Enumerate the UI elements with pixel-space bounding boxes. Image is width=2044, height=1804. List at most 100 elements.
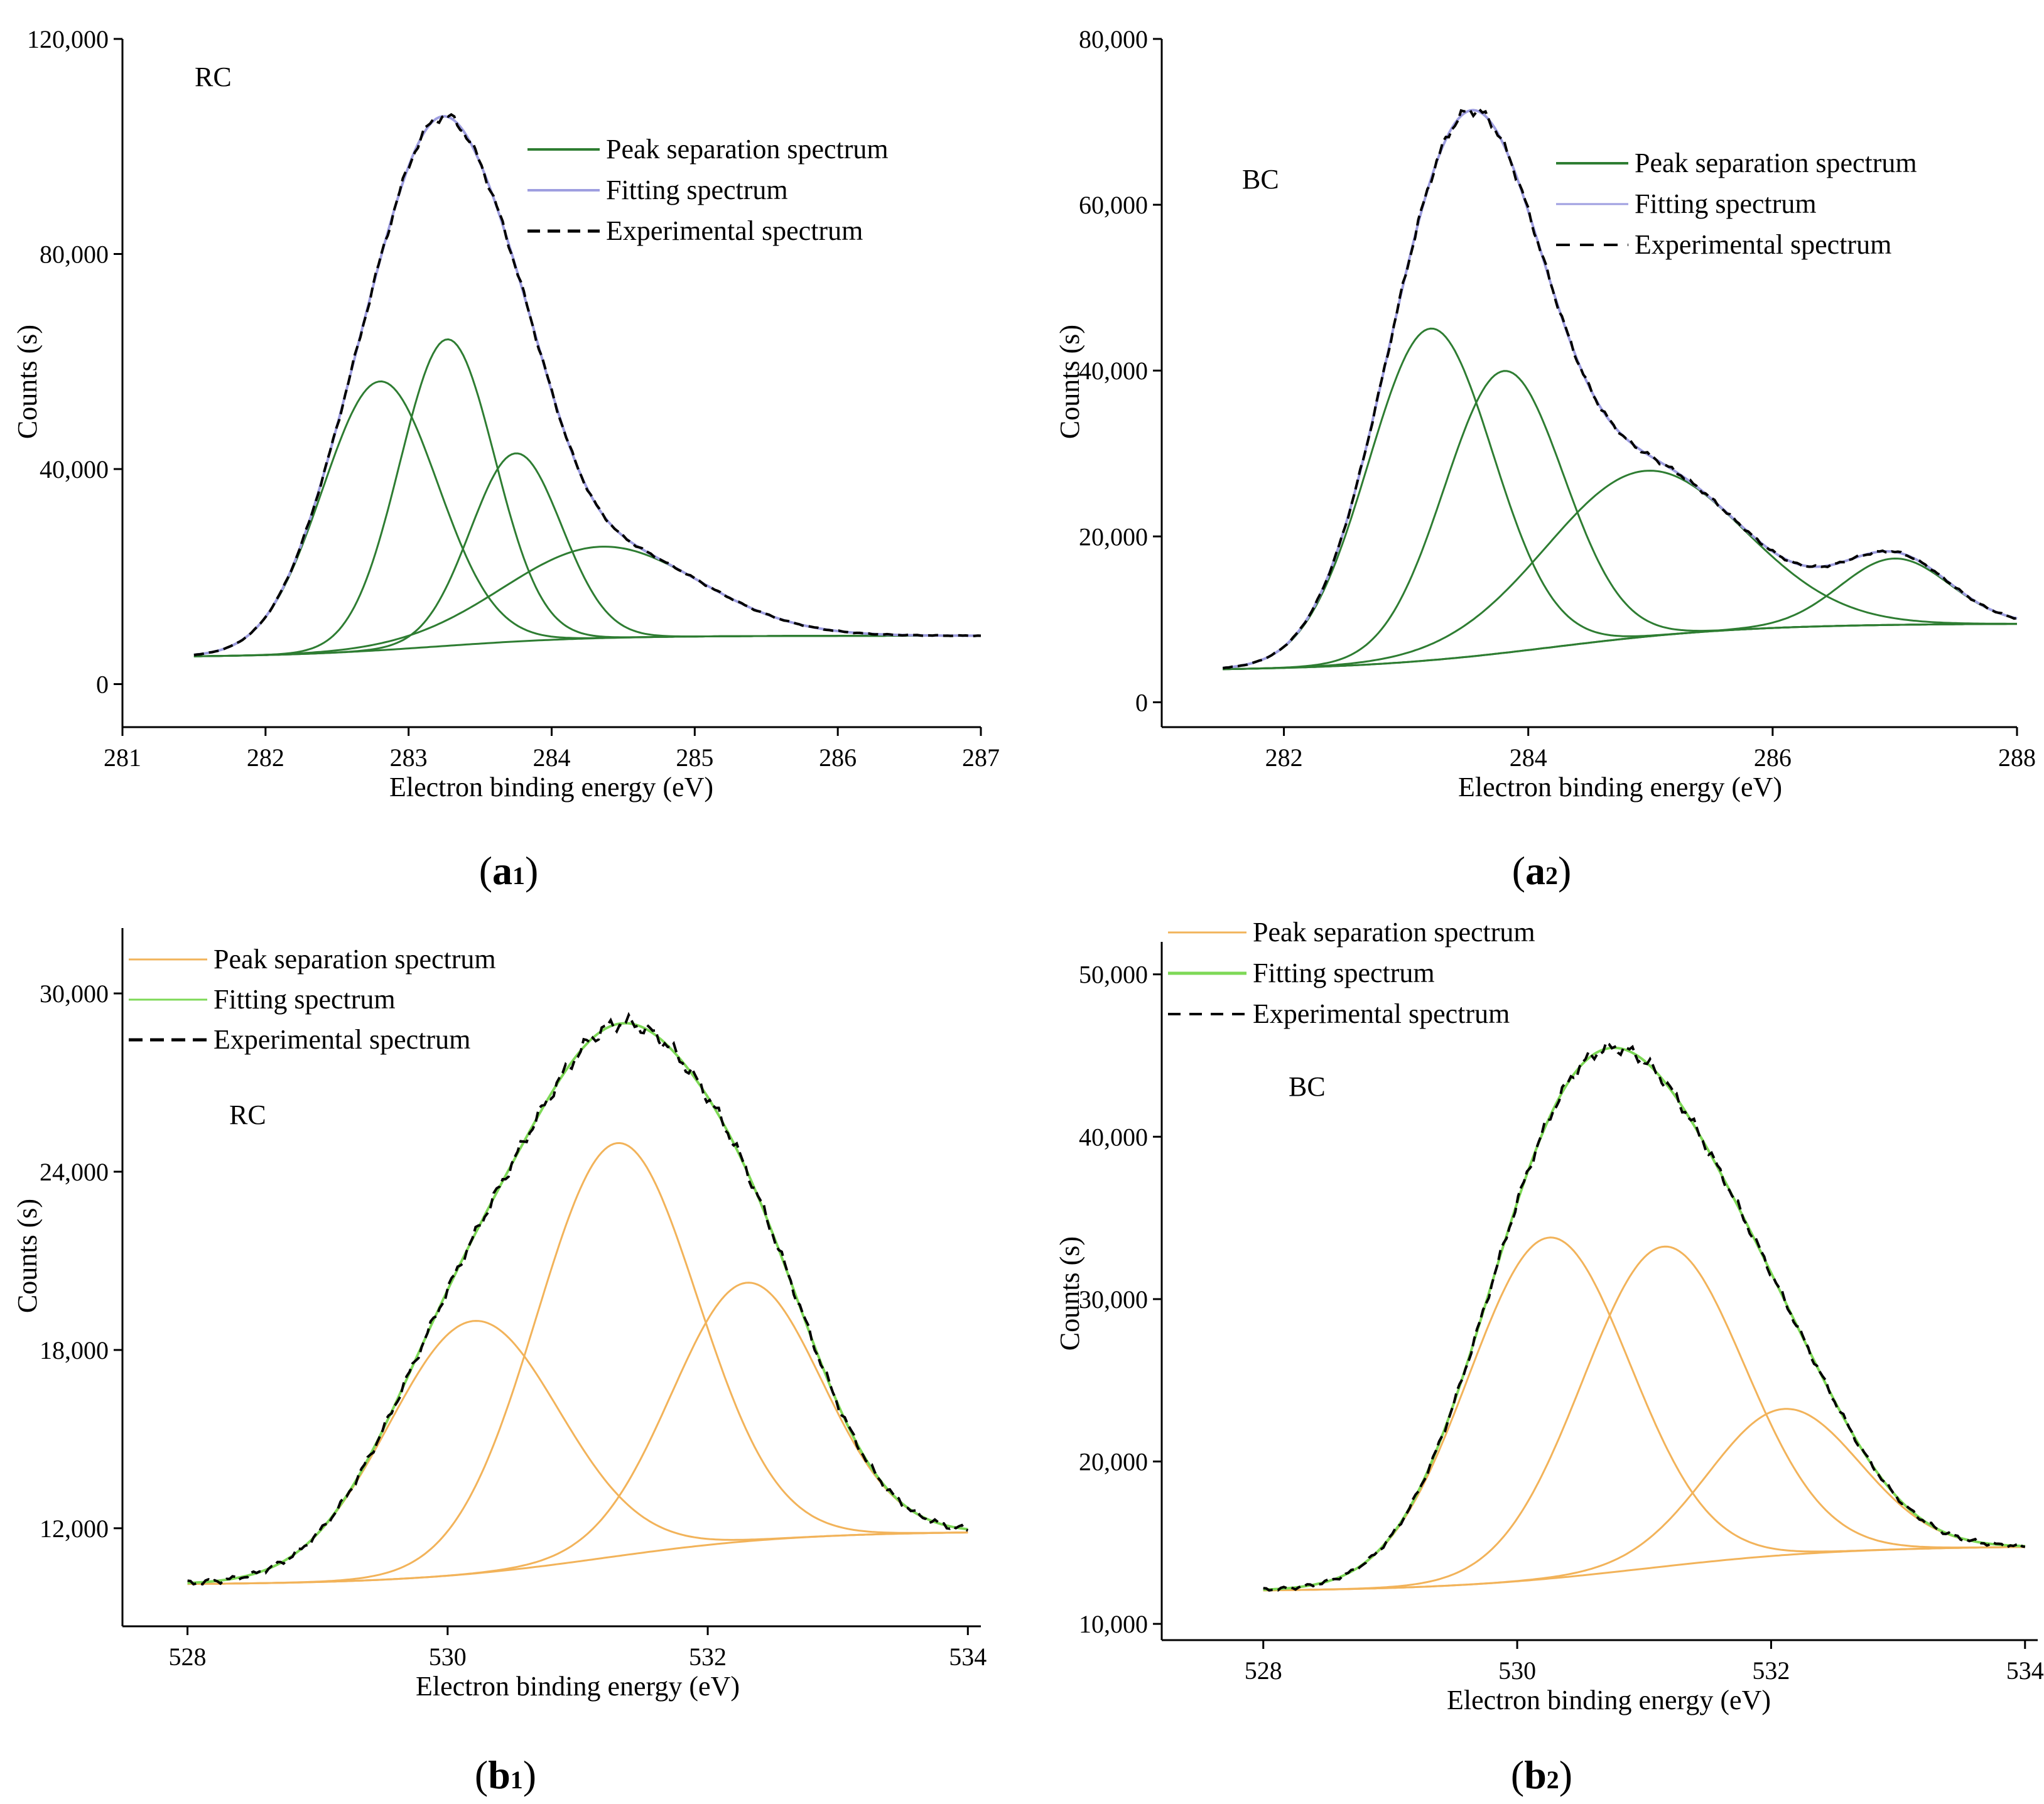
chart-a2-panel-label: (a2)	[1512, 848, 1572, 893]
chart-b1-ticks: 528 530 532 534 12,000 18,000 24,000 30,000	[40, 980, 987, 1671]
chart-b1-curves	[187, 1012, 969, 1586]
chart-b2-ylabel: Counts (s)	[1054, 1236, 1085, 1351]
chart-b1-y-tick-label: 12,000	[40, 1515, 109, 1543]
chart-b1-x-tick-label: 534	[949, 1643, 987, 1671]
chart-a1-y-tick-label: 120,000	[27, 25, 109, 53]
chart-a1-experimental-line	[193, 113, 981, 657]
chart-a1-legend-label-fit: Fitting spectrum	[606, 175, 788, 205]
chart-b1-ylabel: Counts (s)	[12, 1199, 43, 1313]
chart-b1-peak-1	[187, 1320, 968, 1584]
chart-a1-peak-2	[193, 338, 981, 657]
chart-a2-xlabel: Electron binding energy (eV)	[1458, 772, 1782, 802]
chart-b1-peak-3	[187, 1282, 968, 1585]
chart-b1-legend: Peak separation spectrum Fitting spectru…	[129, 944, 496, 1055]
chart-a1-legend-label-exp: Experimental spectrum	[606, 215, 863, 246]
chart-a1-ticks: 281 282 283 284 285 286 287 0 40,000 80,000 120,00…	[27, 25, 1000, 772]
chart-b1-background-line	[187, 1531, 968, 1585]
chart-b1-panel-index: 1	[511, 1766, 523, 1794]
chart-a1-y-tick-label: 80,000	[40, 240, 109, 269]
chart-b1-y-tick-label: 24,000	[40, 1158, 109, 1186]
chart-b2-x-tick-label: 532	[1752, 1656, 1790, 1685]
chart-a1-peak-3	[193, 452, 981, 657]
chart-a2-curves	[1223, 107, 2018, 671]
chart-a1-panel-index: 1	[512, 861, 525, 890]
chart-b2-y-tick-label: 10,000	[1079, 1610, 1148, 1638]
chart-a2-x-tick-label: 288	[1998, 743, 2036, 772]
chart-b2-panel-label: (b2)	[1511, 1753, 1572, 1797]
chart-a2-panel-index: 2	[1545, 861, 1558, 890]
chart-a2-peak-1	[1223, 327, 2017, 669]
chart-b1-y-tick-label: 30,000	[40, 980, 109, 1008]
chart-b1-axes: 528 530 532 534 12,000 18,000 24,000 30,000	[40, 928, 987, 1671]
chart-b2-x-tick-label: 530	[1498, 1656, 1536, 1685]
chart-b2-legend: Peak separation spectrum Fitting spectru…	[1168, 917, 1535, 1029]
chart-b2-xlabel: Electron binding energy (eV)	[1447, 1685, 1771, 1715]
chart-b2-x-tick-label: 534	[2006, 1656, 2044, 1685]
chart-a1-fit-line	[193, 115, 981, 656]
chart-b1-fit-line	[187, 1022, 968, 1585]
chart-b2-axes: 528 530 532 534 10,000 20,000 30,000 40,000 50,0…	[1079, 942, 2044, 1685]
chart-b1-experimental-line	[187, 1012, 969, 1586]
chart-b1-legend-label-peak: Peak separation spectrum	[214, 944, 496, 975]
chart-b1-legend-label-exp: Experimental spectrum	[214, 1024, 470, 1055]
chart-a1-peak-4	[193, 546, 981, 657]
chart-a1-x-tick-label: 287	[962, 743, 1000, 772]
chart-b1-legend-label-fit: Fitting spectrum	[214, 984, 396, 1015]
chart-a1-xlabel: Electron binding energy (eV)	[389, 772, 713, 802]
chart-b2-panel-letter: b	[1524, 1753, 1547, 1797]
chart-a1-x-tick-label: 285	[676, 743, 713, 772]
chart-b1-peak-2	[187, 1142, 968, 1585]
chart-a2-x-tick-label: 282	[1265, 743, 1303, 772]
chart-a2-background-line	[1223, 623, 2017, 671]
chart-a2-peak-2	[1223, 370, 2017, 671]
chart-a1-y-tick-label: 0	[96, 671, 109, 699]
chart-a2-legend-label-exp: Experimental spectrum	[1635, 229, 1891, 260]
chart-a2-legend-label-peak: Peak separation spectrum	[1635, 148, 1917, 178]
chart-a1-y-tick-label: 40,000	[40, 455, 109, 483]
chart-b1-panel-label: (b1)	[475, 1753, 536, 1797]
chart-b1-sample-label: RC	[229, 1099, 266, 1130]
chart-panel-a1: 281 282 283 284 285 286 287 0 40,000 80,000 120,00…	[12, 25, 1000, 893]
chart-a1-x-tick-label: 286	[819, 743, 857, 772]
chart-b1-y-tick-label: 18,000	[40, 1336, 109, 1364]
chart-a2-y-tick-label: 60,000	[1079, 191, 1148, 219]
chart-a2-axes: 282 284 286 288 0 20,000 40,000 60,000 80,000	[1079, 25, 2036, 772]
chart-b2-curves	[1263, 1040, 2026, 1592]
chart-a1-curves	[193, 113, 981, 657]
chart-a2-y-tick-label: 40,000	[1079, 357, 1148, 385]
chart-a1-x-tick-label: 281	[104, 743, 141, 772]
chart-a1-x-tick-label: 282	[247, 743, 284, 772]
chart-a2-y-tick-label: 20,000	[1079, 522, 1148, 551]
chart-b2-y-tick-label: 50,000	[1079, 961, 1148, 989]
chart-b2-panel-index: 2	[1547, 1766, 1559, 1794]
chart-a2-experimental-line	[1223, 107, 2018, 669]
chart-panel-a2: 282 284 286 288 0 20,000 40,000 60,000 80,000 BC…	[1054, 25, 2036, 893]
chart-b2-legend-label-exp: Experimental spectrum	[1253, 998, 1510, 1029]
chart-a2-ylabel: Counts (s)	[1054, 325, 1085, 439]
chart-a2-legend: Peak separation spectrum Fitting spectru…	[1556, 148, 1917, 260]
chart-a2-x-tick-label: 286	[1754, 743, 1792, 772]
chart-b2-experimental-line	[1263, 1040, 2026, 1592]
chart-a2-x-tick-label: 284	[1510, 743, 1547, 772]
chart-b2-legend-label-fit: Fitting spectrum	[1253, 958, 1435, 988]
chart-b2-y-tick-label: 30,000	[1079, 1285, 1148, 1314]
chart-a2-fit-line	[1223, 109, 2018, 669]
chart-b2-legend-label-peak: Peak separation spectrum	[1253, 917, 1535, 948]
chart-a1-legend: Peak separation spectrum Fitting spectru…	[527, 134, 889, 246]
chart-a2-legend-label-fit: Fitting spectrum	[1635, 188, 1817, 219]
chart-a1-ylabel: Counts (s)	[12, 325, 43, 439]
chart-a2-peak-4	[1223, 557, 2018, 671]
chart-a1-sample-label: RC	[195, 62, 232, 92]
chart-b1-panel-letter: b	[488, 1753, 511, 1797]
chart-b1-x-tick-label: 532	[689, 1643, 727, 1671]
chart-b2-peak-1	[1263, 1236, 2025, 1591]
chart-b2-peak-2	[1263, 1245, 2025, 1592]
chart-a1-panel-label: (a1)	[479, 848, 539, 893]
chart-a1-legend-label-peak: Peak separation spectrum	[606, 134, 889, 165]
chart-a1-x-tick-label: 284	[533, 743, 571, 772]
chart-a2-y-tick-label: 80,000	[1079, 25, 1148, 53]
chart-b1-x-tick-label: 528	[169, 1643, 207, 1671]
chart-a2-y-tick-label: 0	[1135, 688, 1148, 716]
chart-b2-x-tick-label: 528	[1245, 1656, 1282, 1685]
